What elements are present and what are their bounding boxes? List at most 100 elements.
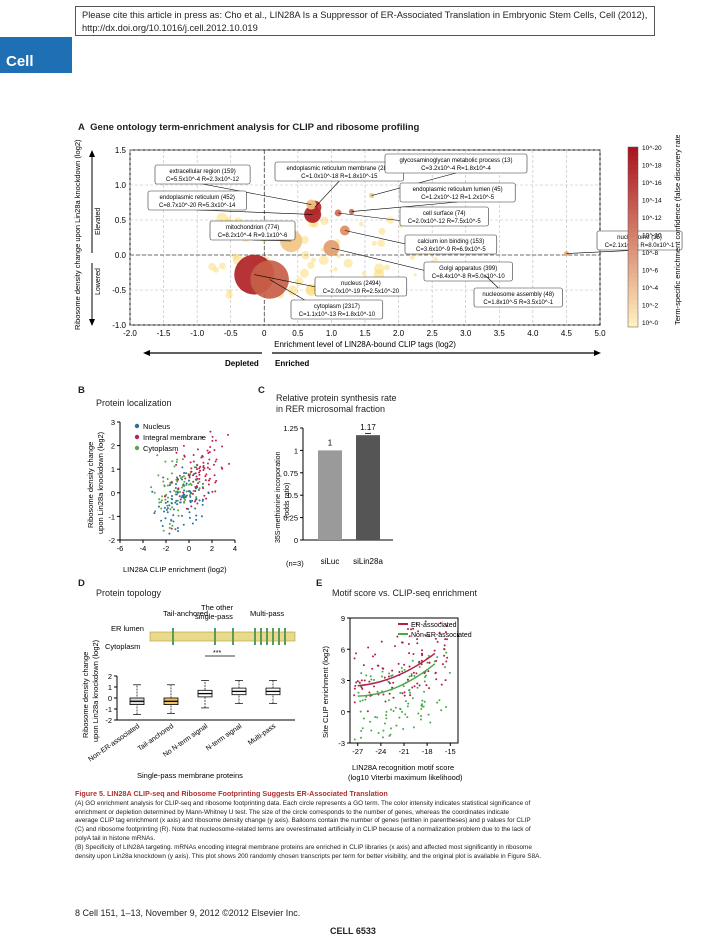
panel-e-xtick: -18 (422, 747, 433, 756)
panel-b-point (208, 458, 211, 461)
colorbar-segment (628, 201, 638, 206)
panel-b-xtick: -2 (163, 544, 170, 553)
panel-e-xtick: -27 (352, 747, 363, 756)
go-term-bubble (305, 285, 317, 297)
panel-e-point-er (417, 630, 420, 633)
panel-b-point (165, 493, 168, 496)
caption-title: Figure 5. LIN28A CLIP-seq and Ribosome F… (75, 789, 388, 798)
panel-e-point-er (408, 635, 411, 638)
panel-e-point-non-er (357, 691, 360, 694)
caption-line-5: polyA tail in histone mRNAs. (75, 834, 156, 842)
panel-e-point-non-er (424, 674, 427, 677)
panel-e-point-er (358, 681, 361, 684)
panel-e-trend-er (357, 652, 436, 687)
panel-b-point (190, 505, 193, 508)
callout-pointer (197, 209, 313, 215)
panel-b-point (172, 508, 175, 511)
panel-e-point-er (439, 621, 442, 624)
panel-b-point (221, 445, 224, 448)
panel-b-point (172, 514, 175, 517)
panel-b-point (185, 507, 188, 510)
go-term-bubble (329, 268, 333, 273)
callout-box (209, 220, 296, 241)
panel-e-point-non-er (408, 675, 411, 678)
panel-b-ytick: 0 (111, 489, 115, 498)
go-term-bubble (384, 264, 390, 271)
panel-b-point (185, 472, 188, 475)
panel-b-point (194, 498, 197, 501)
panel-e-point-er (424, 620, 427, 623)
cell-number: CELL 6533 (330, 926, 376, 936)
panel-b-point (195, 514, 198, 517)
panel-b-point (189, 473, 192, 476)
panel-e-point-er (428, 661, 431, 664)
panel-b-point (175, 451, 178, 454)
go-term-bubble (409, 255, 415, 260)
colorbar-segment (628, 241, 638, 247)
go-term-bubble (386, 216, 394, 224)
panel-b-point (171, 460, 174, 463)
panel-e-point-er (373, 685, 376, 688)
panel-e-point-er (434, 671, 437, 674)
panel-b-point (166, 504, 169, 507)
panel-e-point-non-er (423, 700, 426, 703)
panel-e-point-non-er (413, 675, 416, 678)
colorbar-segment (628, 210, 638, 215)
panel-a-letter: A (78, 122, 85, 133)
panel-e-point-er (410, 674, 413, 677)
panel-a-xtick: 5.0 (594, 329, 606, 338)
panel-b-point (171, 506, 174, 509)
panel-b-point (181, 486, 184, 489)
panel-e-point-non-er (369, 720, 372, 723)
panel-c-title-1: Relative protein synthesis rate (276, 393, 397, 403)
callout-pvalues: C=1.0x10^-18 R=1.8x10^-15 (301, 174, 378, 180)
go-term-bubble (287, 285, 298, 296)
citation-link[interactable]: http://dx.doi.org/10.1016/j.cell.2012.10… (82, 23, 258, 33)
panel-e-point-er (362, 664, 365, 667)
panel-e-point-er (368, 680, 371, 683)
colorbar-tick: 10^-4 (642, 285, 658, 292)
go-term-bubble (348, 208, 355, 215)
panel-e-chart: Site CLIP enrichment (log2) -27 -24 -21 -18… (321, 614, 472, 782)
panel-e-point-er (408, 665, 411, 668)
panel-a-ytick: -1.0 (112, 321, 126, 330)
panel-b-point (194, 478, 197, 481)
panel-b-point (185, 494, 188, 497)
colorbar-segment (628, 291, 638, 296)
panel-e-point-non-er (421, 699, 424, 702)
panel-b-point (188, 476, 191, 479)
panel-e-point-non-er (417, 712, 420, 715)
panel-c-bar (356, 435, 380, 540)
panel-e-point-non-er (403, 668, 406, 671)
panel-e-point-non-er (389, 727, 392, 730)
panel-a-xtick: 0 (262, 329, 267, 338)
panel-e-point-non-er (416, 686, 419, 689)
lowered-arrowhead (89, 319, 95, 326)
panel-e-point-non-er (387, 699, 390, 702)
panel-b-point (211, 490, 214, 493)
panel-b-point (188, 511, 191, 514)
panel-e-point-er (409, 694, 412, 697)
panel-e-point-er (446, 656, 449, 659)
callout-term: nucleosome assembly (48) (482, 292, 554, 298)
panel-b-point (182, 523, 185, 526)
panel-b-point (158, 501, 161, 504)
panel-d-ytick: 0 (108, 694, 112, 703)
panel-e-point-non-er (365, 674, 368, 677)
panel-c-ytick: 1 (294, 446, 298, 455)
panel-d-ylabel-2: upon Lin28a knockdown (log2) (91, 639, 100, 742)
panel-b-point (168, 532, 171, 535)
panel-b-point (177, 487, 180, 490)
panel-b-point (153, 512, 156, 515)
panel-e-point-non-er (359, 700, 362, 703)
panel-e-point-er (444, 638, 447, 641)
panel-e-point-er (412, 653, 415, 656)
panel-b-ytick: 1 (111, 465, 115, 474)
colorbar-segment (628, 300, 638, 305)
panel-b-point (183, 501, 186, 504)
panel-b-point (220, 466, 223, 469)
panel-b-point (181, 475, 184, 478)
panel-e-point-er (384, 700, 387, 703)
panel-b-point (203, 467, 206, 470)
colorbar-segment (628, 228, 638, 233)
